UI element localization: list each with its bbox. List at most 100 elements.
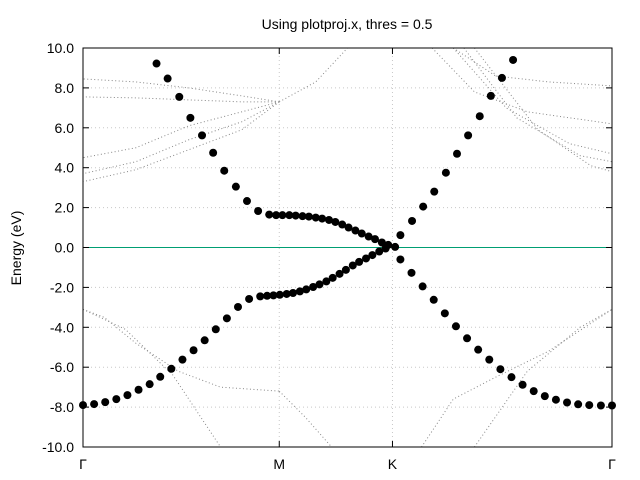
data-point <box>198 131 207 140</box>
data-point <box>497 73 506 82</box>
data-point <box>357 229 366 238</box>
data-point <box>90 400 99 409</box>
data-point <box>285 211 294 220</box>
data-point <box>540 392 549 401</box>
data-point <box>377 238 386 247</box>
data-point <box>322 277 331 286</box>
data-point <box>269 291 278 300</box>
data-point <box>391 242 400 251</box>
data-point <box>596 401 605 410</box>
background-band <box>463 47 613 163</box>
y-tick-label: 2.0 <box>55 200 75 216</box>
data-point <box>419 202 428 211</box>
data-point <box>348 261 357 270</box>
data-point <box>486 91 495 100</box>
data-point <box>304 212 313 221</box>
data-point <box>282 289 291 298</box>
data-point <box>209 148 218 157</box>
data-point <box>362 254 371 263</box>
y-tick-label: 4.0 <box>55 160 75 176</box>
data-point <box>430 187 439 196</box>
data-point <box>302 285 311 294</box>
data-point <box>186 113 195 122</box>
background-band <box>82 308 221 448</box>
y-axis-ticks: -10.0 -8.0 -6.0 -4.0 -2.0 0.0 2.0 4.0 6.0 8.0 10.0 <box>42 40 612 455</box>
y-tick-label: -2.0 <box>50 279 74 295</box>
background-band <box>82 308 280 392</box>
data-point <box>441 168 450 177</box>
data-point <box>563 398 572 407</box>
background-bands <box>82 47 613 448</box>
data-point <box>245 294 254 303</box>
data-point <box>375 247 384 256</box>
data-point <box>291 211 300 220</box>
x-tick-label: K <box>388 456 398 472</box>
background-band <box>421 308 613 448</box>
data-point <box>529 387 538 396</box>
data-point <box>475 112 484 121</box>
background-band <box>82 78 280 103</box>
background-band <box>82 101 280 183</box>
data-point <box>407 268 416 277</box>
data-point <box>585 401 594 410</box>
data-point <box>331 217 340 226</box>
data-point <box>396 255 405 264</box>
data-point <box>324 215 333 224</box>
data-point <box>429 295 438 304</box>
data-point <box>453 149 462 158</box>
x-tick-label: Γ <box>608 456 616 472</box>
y-tick-label: -6.0 <box>50 359 74 375</box>
data-point <box>463 334 472 343</box>
data-point <box>451 322 460 331</box>
data-point <box>167 364 176 373</box>
data-point <box>275 290 284 299</box>
data-point <box>242 197 251 206</box>
background-band <box>431 47 613 125</box>
y-tick-label: 8.0 <box>55 80 75 96</box>
x-tick-label: Γ <box>79 456 87 472</box>
y-tick-label: -4.0 <box>50 319 74 335</box>
background-band <box>452 47 613 155</box>
background-band <box>82 101 280 175</box>
data-point <box>351 226 360 235</box>
y-tick-label: 10.0 <box>47 40 74 56</box>
data-point <box>551 395 560 404</box>
data-point <box>364 232 373 241</box>
data-point <box>163 74 172 83</box>
data-point <box>485 355 494 364</box>
data-point <box>233 302 242 311</box>
data-point <box>175 92 184 101</box>
background-band <box>278 390 333 448</box>
data-point <box>200 336 209 345</box>
background-band <box>82 101 280 159</box>
data-point <box>509 55 518 64</box>
y-tick-label: 0.0 <box>55 240 75 256</box>
data-point <box>328 273 337 282</box>
data-point <box>254 206 263 215</box>
data-point <box>101 398 110 407</box>
data-point <box>220 166 229 175</box>
data-point <box>123 391 132 400</box>
data-point <box>263 291 272 300</box>
data-point <box>134 385 143 394</box>
data-point <box>474 345 483 354</box>
background-band <box>279 47 348 103</box>
data-point <box>295 287 304 296</box>
data-point <box>189 346 198 355</box>
data-point <box>145 380 154 389</box>
background-band <box>82 96 280 103</box>
background-band <box>474 47 613 173</box>
data-point <box>371 235 380 244</box>
y-tick-label: -8.0 <box>50 399 74 415</box>
data-point <box>408 216 417 225</box>
data-point <box>311 213 320 222</box>
data-point <box>222 314 231 323</box>
data-point <box>574 400 583 409</box>
data-point <box>338 220 347 229</box>
y-tick-label: -10.0 <box>42 439 74 455</box>
data-point <box>507 373 516 382</box>
data-point <box>211 325 220 334</box>
y-tick-label: 6.0 <box>55 120 75 136</box>
